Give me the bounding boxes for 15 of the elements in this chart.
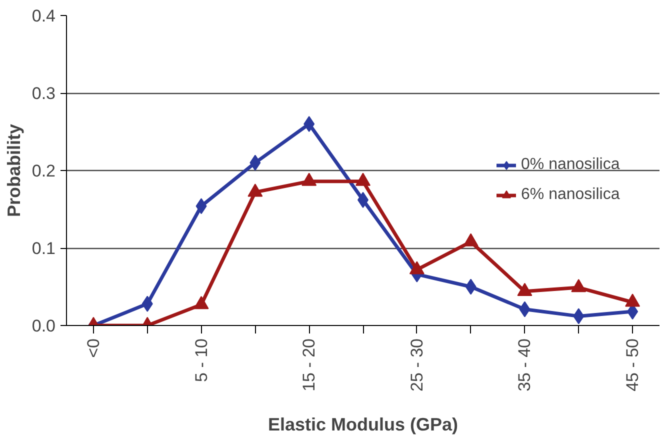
y-tick-label: 0.4: [32, 6, 56, 26]
x-axis-title: Elastic Modulus (GPa): [268, 414, 458, 434]
y-tick-label: 0.0: [32, 316, 56, 336]
x-tick-label: 35 - 40: [515, 338, 534, 392]
x-tick-label: 15 - 20: [300, 338, 319, 392]
legend-label: 0% nanosilica: [521, 156, 620, 174]
legend-label: 6% nanosilica: [521, 186, 620, 204]
x-tick-label: 5 - 10: [192, 338, 211, 382]
y-tick-label: 0.3: [32, 84, 56, 103]
y-tick-label: 0.2: [32, 162, 56, 180]
x-tick-label: <0: [84, 338, 103, 358]
y-axis-title: Probability: [4, 124, 24, 218]
x-tick-label: 45 - 50: [623, 338, 642, 392]
x-tick-label: 25 - 30: [407, 338, 426, 392]
y-tick-label: 0.1: [32, 239, 56, 258]
